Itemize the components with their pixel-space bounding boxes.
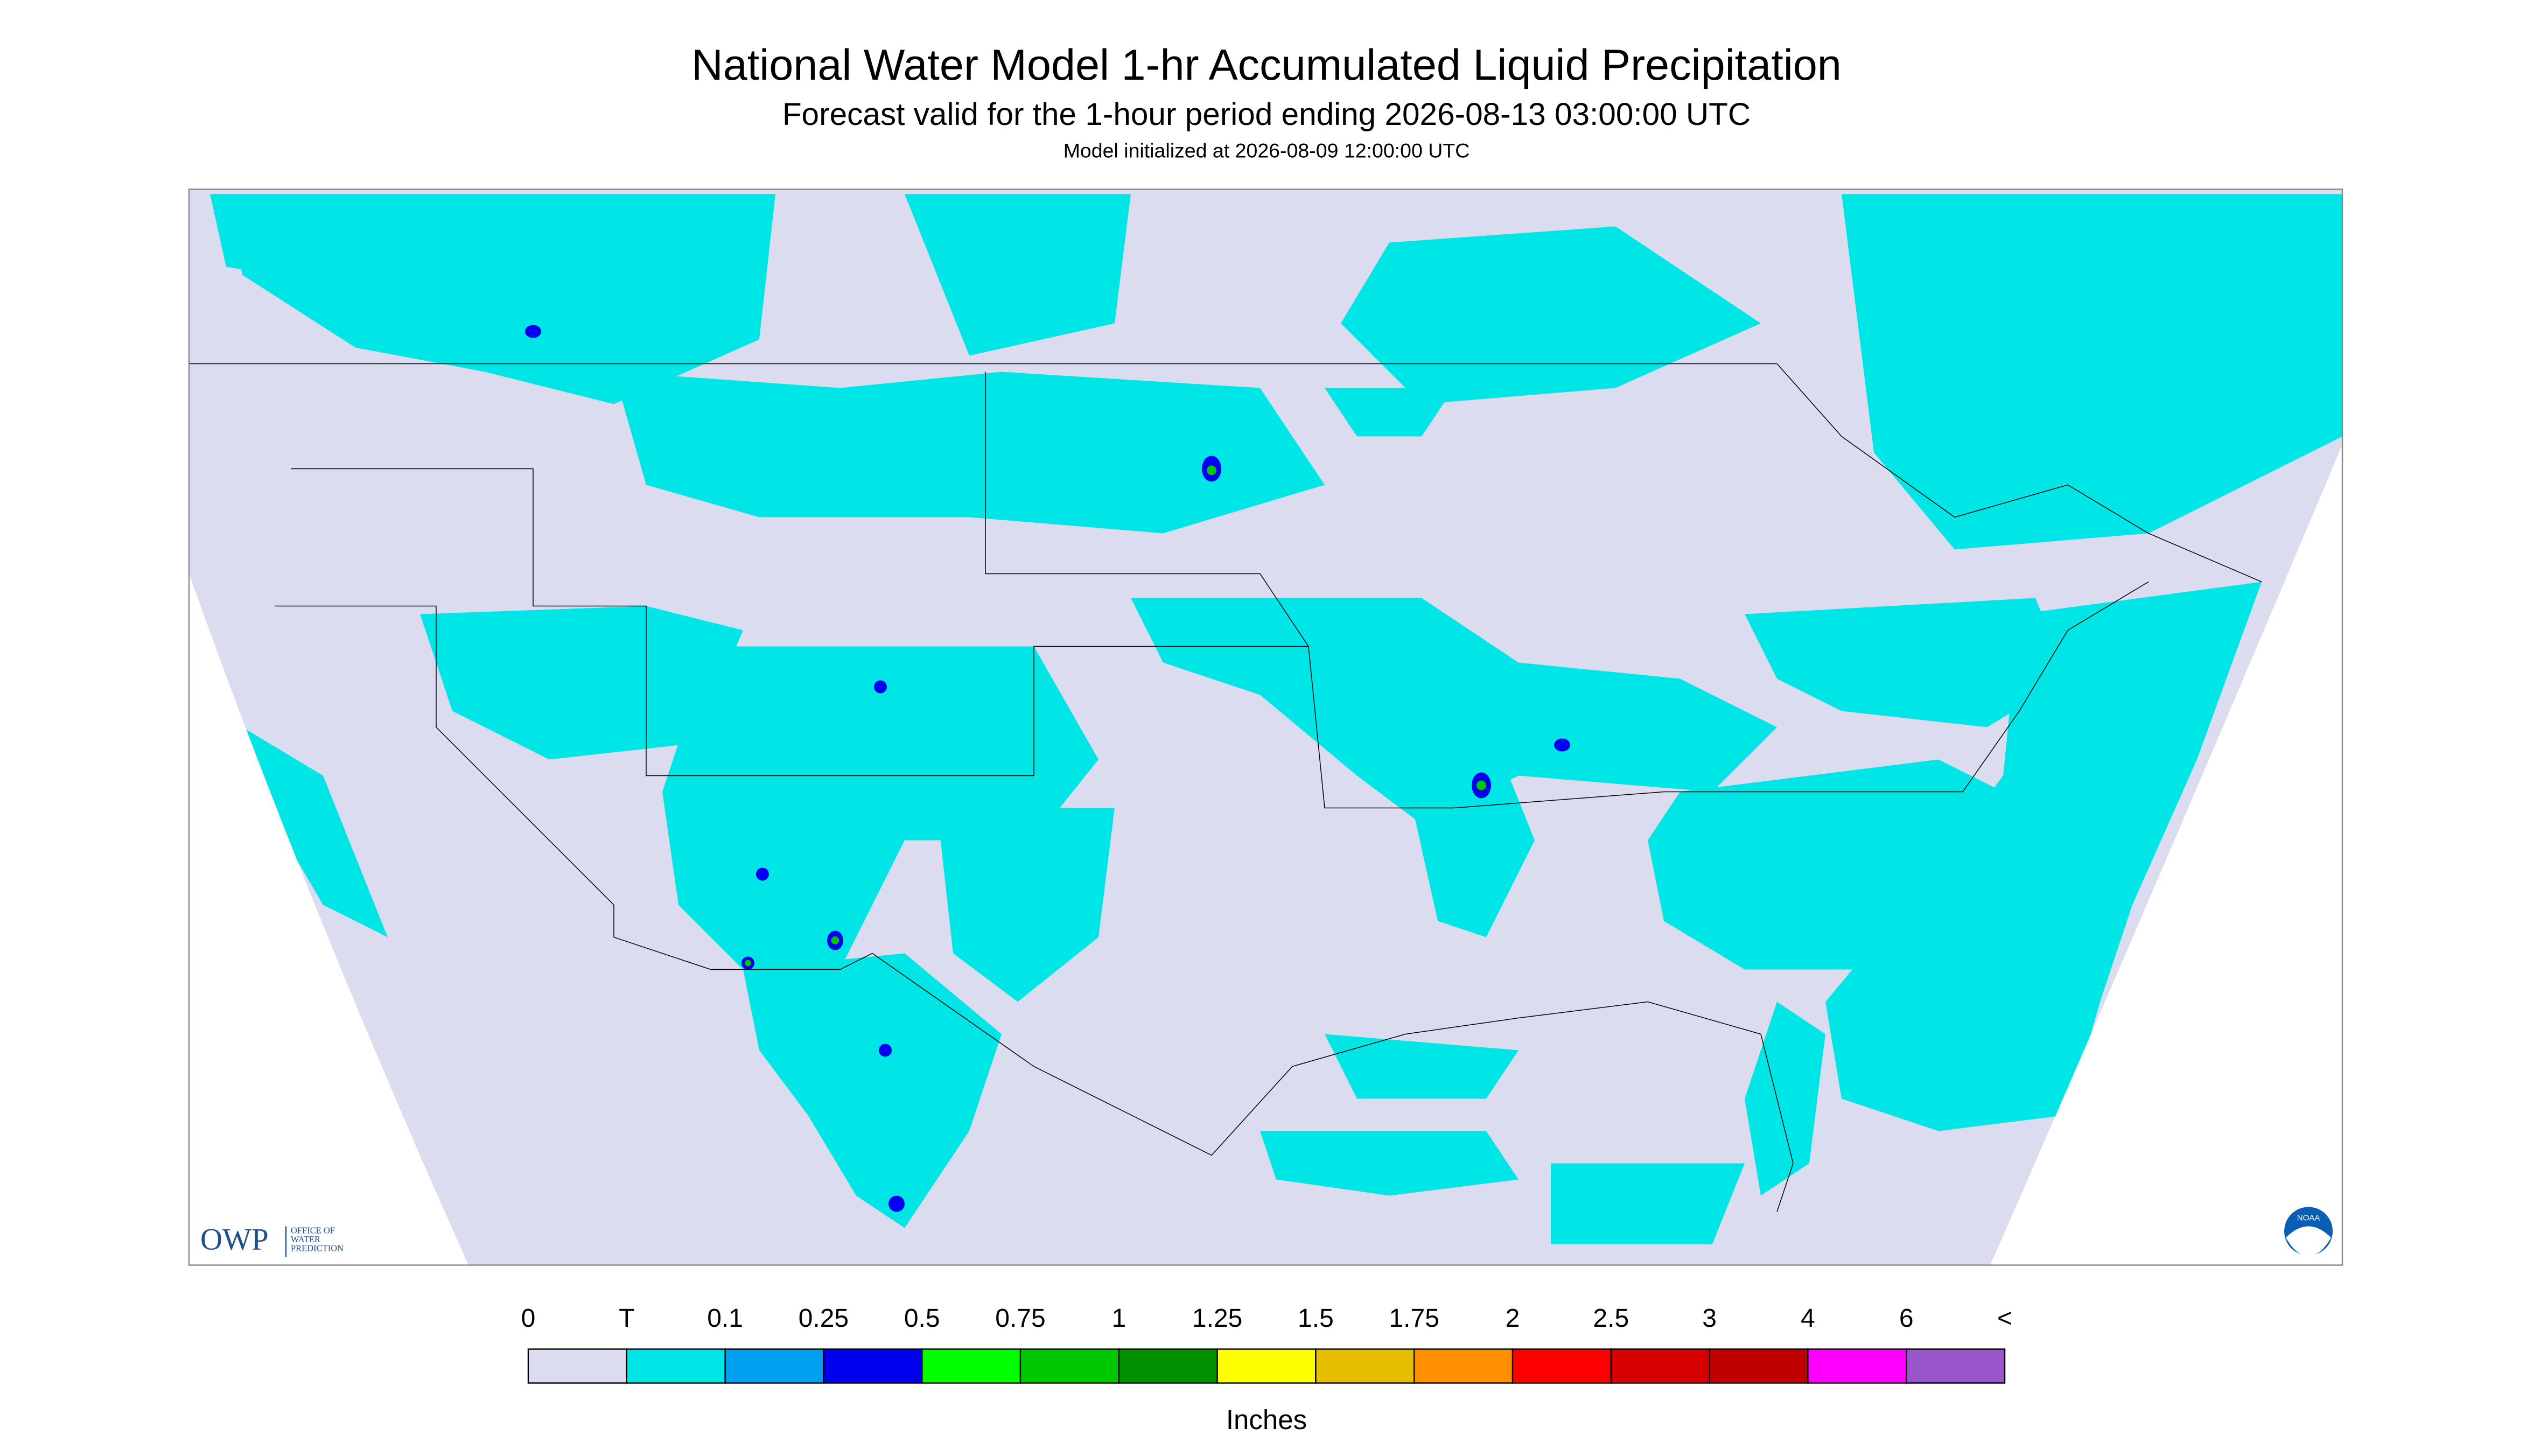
noaa-logo-wave — [2286, 1226, 2331, 1256]
boundaries — [189, 363, 2262, 1212]
legend-swatch — [1905, 1348, 2006, 1384]
legend-swatch — [1118, 1348, 1218, 1384]
legend-swatch — [1019, 1348, 1120, 1384]
subtitle: Forecast valid for the 1-hour period end… — [782, 97, 1751, 132]
legend-label: < — [1997, 1304, 2012, 1333]
legend-label: 0.5 — [904, 1304, 940, 1333]
legend-label: 0 — [521, 1304, 536, 1333]
logo-abbr: OWP — [200, 1223, 269, 1257]
legend-swatch — [1610, 1348, 1710, 1384]
title: National Water Model 1-hr Accumulated Li… — [691, 41, 1842, 89]
legend-swatch — [1709, 1348, 1809, 1384]
legend-label: 1 — [1111, 1304, 1126, 1333]
legend-label: 2 — [1506, 1304, 1520, 1333]
legend-swatch — [1512, 1348, 1612, 1384]
logo-name-line: OFFICE OF — [291, 1225, 335, 1235]
legend: 0 T 0.1 0.25 0.5 0.75 1 1.25 1.5 1.75 2 2.5 3 4 6 < — [521, 1304, 2012, 1384]
projection-edge-right — [1990, 444, 2342, 1265]
legend-swatch — [527, 1348, 628, 1384]
legend-label: 4 — [1801, 1304, 1815, 1333]
legend-swatch — [921, 1348, 1021, 1384]
legend-swatch — [1216, 1348, 1317, 1384]
legend-swatch — [724, 1348, 824, 1384]
legend-swatch — [1315, 1348, 1415, 1384]
init-time: Model initialized at 2026-08-09 12:00:00… — [1063, 139, 1470, 162]
logo-name-line: WATER — [291, 1234, 320, 1244]
legend-label: 1.25 — [1192, 1304, 1242, 1333]
moderate-precip-cores — [745, 465, 1486, 967]
legend-label: T — [619, 1304, 634, 1333]
legend-label: 0.25 — [799, 1304, 849, 1333]
legend-label: 0.75 — [995, 1304, 1045, 1333]
legend-unit: Inches — [1226, 1404, 1307, 1435]
legend-swatch — [1414, 1348, 1514, 1384]
legend-label: 2.5 — [1593, 1304, 1629, 1333]
legend-label: 3 — [1702, 1304, 1717, 1333]
logo-name-line: PREDICTION — [291, 1243, 344, 1253]
legend-swatch — [823, 1348, 923, 1384]
map-frame — [188, 188, 2343, 1266]
legend-label: 0.1 — [707, 1304, 743, 1333]
legend-label: 6 — [1899, 1304, 1914, 1333]
heavy-precip-cells — [525, 325, 1570, 1212]
legend-swatch — [1807, 1348, 1907, 1384]
legend-swatch — [626, 1348, 726, 1384]
projection-edge-left — [189, 573, 468, 1265]
precip-areas — [210, 194, 2342, 1244]
legend-label: 1.5 — [1298, 1304, 1334, 1333]
legend-label: 1.75 — [1389, 1304, 1439, 1333]
noaa-logo-text: NOAA — [2297, 1213, 2320, 1222]
